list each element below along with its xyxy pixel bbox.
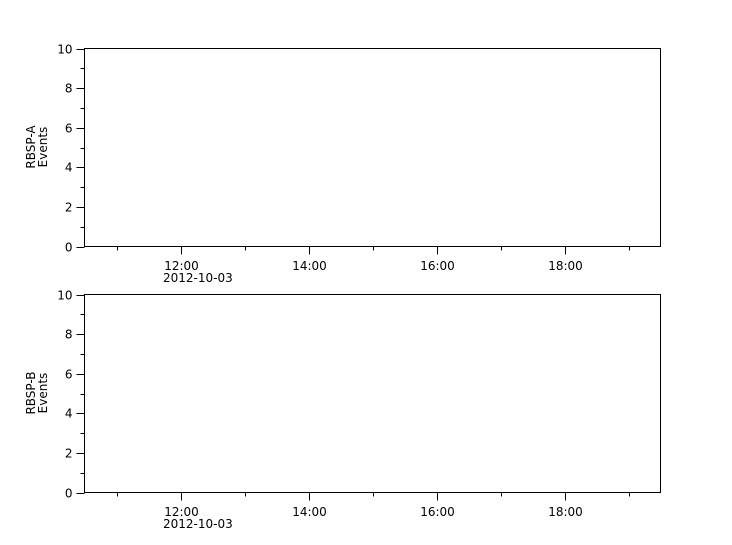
x-tick-label: 16:00 bbox=[420, 259, 455, 273]
plot-frame bbox=[84, 48, 661, 247]
y-axis-label: RBSP-A bbox=[24, 125, 38, 169]
y-tick-label: 0 bbox=[65, 487, 73, 501]
x-tick-label: 16:00 bbox=[420, 505, 455, 519]
y-tick-label: 6 bbox=[65, 122, 73, 136]
x-date-label: 2012-10-03 bbox=[163, 517, 233, 531]
panel-1: 0 2 4 6 8 10 12:00 14:00 16:00 18:00 2012-10-03 RBS… bbox=[24, 43, 661, 285]
y-tick-label: 2 bbox=[65, 201, 73, 215]
y-tick-label: 6 bbox=[65, 368, 73, 382]
x-tick-label: 12:00 bbox=[164, 505, 199, 519]
y-axis-label: Events bbox=[36, 373, 50, 414]
y-tick-label: 10 bbox=[57, 43, 72, 57]
y-axis-label: Events bbox=[36, 127, 50, 168]
x-tick-label: 18:00 bbox=[548, 259, 583, 273]
y-tick-label: 10 bbox=[57, 289, 72, 303]
y-tick-label: 4 bbox=[65, 407, 73, 421]
x-tick-label: 12:00 bbox=[164, 259, 199, 273]
x-tick-label: 14:00 bbox=[292, 505, 327, 519]
x-tick-label: 18:00 bbox=[548, 505, 583, 519]
y-tick-label: 4 bbox=[65, 161, 73, 175]
plot-frame bbox=[84, 294, 661, 493]
x-tick-label: 14:00 bbox=[292, 259, 327, 273]
y-axis-label: RBSP-B bbox=[24, 371, 38, 414]
y-tick-label: 8 bbox=[65, 82, 73, 96]
y-tick-label: 2 bbox=[65, 447, 73, 461]
y-tick-label: 8 bbox=[65, 328, 73, 342]
x-date-label: 2012-10-03 bbox=[163, 271, 233, 285]
panel-2: 0 2 4 6 8 10 12:00 14:00 16:00 18:00 2012-10-03 RBS… bbox=[24, 289, 661, 531]
y-tick-label: 0 bbox=[65, 241, 73, 255]
